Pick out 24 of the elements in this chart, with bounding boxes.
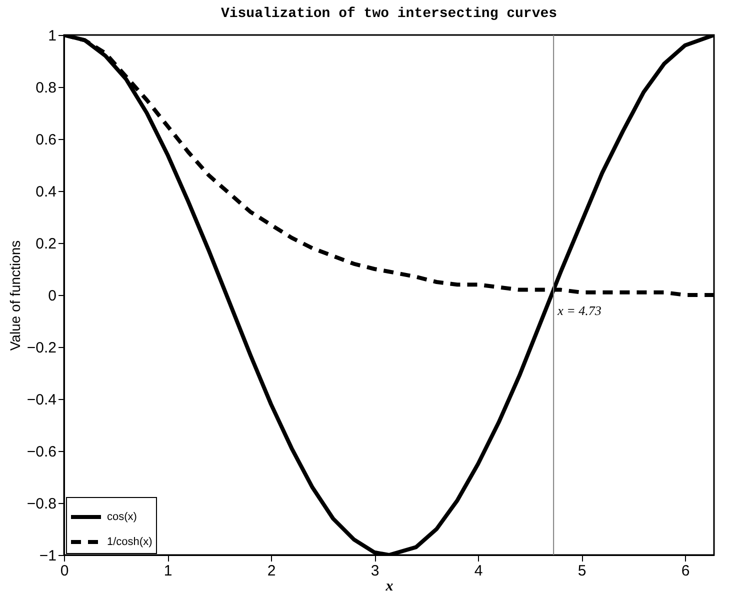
x-tick-label: 3 xyxy=(370,562,380,580)
y-tick-label: 0.2 xyxy=(36,236,56,252)
y-tick-label: 0.8 xyxy=(36,80,56,96)
y-axis-title: Value of functions xyxy=(6,240,23,351)
chart-title: Visualization of two intersecting curves xyxy=(220,6,558,22)
y-tick-label: 1 xyxy=(48,28,56,44)
y-tick-label: −0.8 xyxy=(26,496,56,512)
ref-line-label: x = 4.73 xyxy=(556,303,602,318)
x-tick-label: 1 xyxy=(164,562,172,580)
x-tick-label: 2 xyxy=(267,562,276,580)
legend-label: cos(x) xyxy=(107,511,137,523)
y-tick-label: 0 xyxy=(48,288,56,304)
y-tick-label: −0.6 xyxy=(26,444,56,460)
y-tick-label: 0.4 xyxy=(36,184,56,200)
y-tick-label: −0.4 xyxy=(26,392,56,408)
y-tick-label: −1 xyxy=(39,548,56,564)
x-tick-label: 4 xyxy=(474,562,483,580)
legend-label: 1/cosh(x) xyxy=(107,536,152,548)
x-axis-title: x xyxy=(384,578,394,594)
y-tick-label: −0.2 xyxy=(26,340,56,356)
y-tick-label: 0.6 xyxy=(36,132,56,148)
x-tick-label: 0 xyxy=(60,562,69,580)
x-tick-label: 6 xyxy=(681,562,690,580)
x-tick-label: 5 xyxy=(578,562,586,580)
